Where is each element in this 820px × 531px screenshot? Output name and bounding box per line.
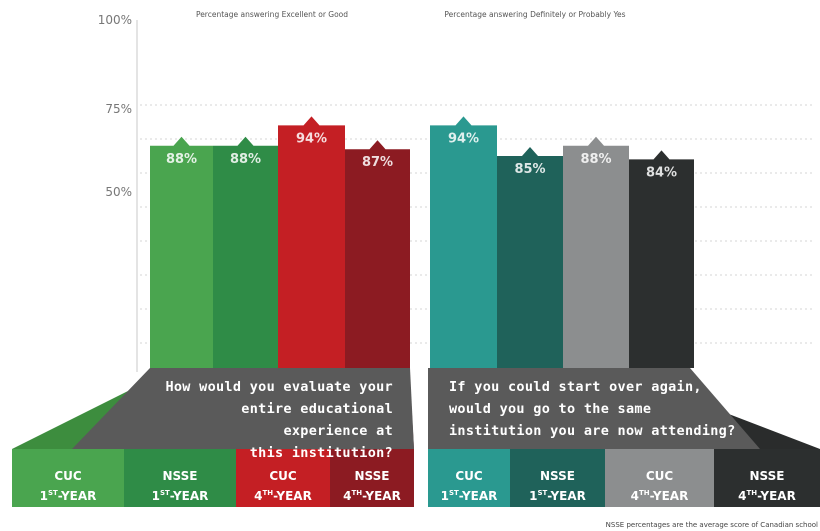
question-left-line-1: How would you evaluate your (165, 379, 393, 395)
bar-value-label: 88% (166, 152, 197, 167)
question-left: How would you evaluate your entire educa… (150, 376, 393, 464)
category-block (605, 449, 714, 507)
category-label-8: NSSE 4TH-YEAR (738, 469, 796, 503)
bar (497, 147, 563, 368)
category-label-7: CUC 4TH-YEAR (630, 469, 689, 503)
bar (278, 116, 345, 369)
question-right-box (428, 368, 760, 449)
category-block (510, 449, 605, 507)
bar-value-label: 87% (362, 155, 393, 170)
bar (629, 150, 694, 368)
question-left-box (72, 368, 414, 449)
bar-value-label: 88% (580, 152, 611, 167)
question-right-line-3: institution you are now attending? (449, 423, 736, 439)
category-block (330, 449, 414, 507)
bar-value-label: 85% (514, 162, 545, 177)
bar-value-label: 84% (646, 165, 677, 180)
category-block (12, 449, 124, 507)
category-block (236, 449, 330, 507)
category-block (714, 449, 820, 507)
bar-value-label: 88% (230, 152, 261, 167)
bar-value-label: 94% (296, 131, 327, 146)
category-label-3: CUC 4TH-YEAR (254, 469, 312, 503)
bars: 88% 88% 94% 87% 94% 85% 88% 84% (150, 116, 694, 369)
category-label-6: NSSE 1ST-YEAR (529, 469, 586, 503)
bar (563, 136, 629, 368)
question-left-line-3: this institution? (249, 445, 393, 461)
bar (213, 136, 278, 368)
y-axis: 100% 75% 50% (98, 13, 138, 372)
bar (345, 140, 410, 368)
category-block (428, 449, 510, 507)
bar (430, 116, 497, 369)
category-label-1: CUC 1ST-YEAR (39, 469, 97, 503)
y-tick-label: 100% (98, 13, 132, 27)
category-label-2: NSSE 1ST-YEAR (151, 469, 209, 503)
funnel-shapes (12, 368, 820, 507)
bar (150, 136, 213, 368)
y-tick-label: 50% (105, 185, 132, 199)
chart-title-left: Percentage answering Excellent or Good (196, 10, 348, 19)
category-label-5: CUC 1ST-YEAR (440, 469, 498, 503)
bar-value-label: 94% (448, 131, 479, 146)
question-right-line-1: If you could start over again, (449, 379, 702, 395)
footnote: NSSE percentages are the average score o… (606, 521, 818, 529)
question-left-line-2: entire educational experience at (241, 401, 393, 439)
category-label-4: NSSE 4TH-YEAR (343, 469, 401, 503)
question-right: If you could start over again, would you… (449, 376, 749, 442)
question-right-line-2: would you go to the same (449, 401, 652, 417)
y-tick-label: 75% (105, 102, 132, 116)
category-block (124, 449, 236, 507)
chart-title-right: Percentage answering Definitely or Proba… (444, 10, 625, 19)
